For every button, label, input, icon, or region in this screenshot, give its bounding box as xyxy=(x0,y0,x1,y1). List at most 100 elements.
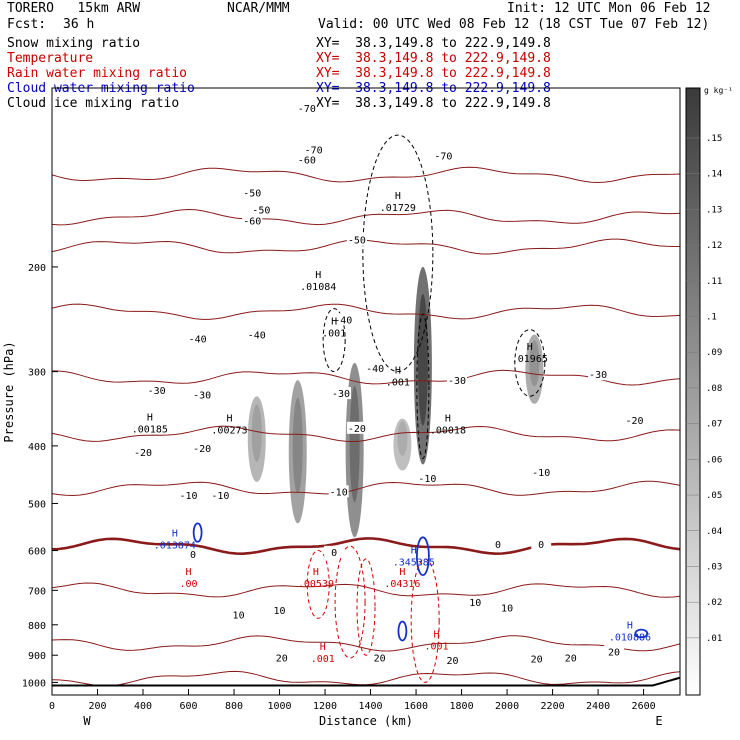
temperature-label: -10 xyxy=(211,491,229,502)
temperature-label-bg xyxy=(526,652,547,665)
y-tick-label: 300 xyxy=(28,368,46,379)
colorbar-tick-label: .01 xyxy=(706,634,722,644)
valid-label: Valid: 00 UTC Wed 08 Feb 12 (18 CST Tue … xyxy=(318,17,710,32)
temperature-label-bg xyxy=(465,596,486,609)
max-value: .013874 xyxy=(154,540,196,551)
snow-core xyxy=(292,397,303,494)
snow-core xyxy=(251,404,262,462)
temperature-label-bg xyxy=(228,608,249,621)
max-value: .00018 xyxy=(430,426,466,437)
cloud-water-contour xyxy=(415,536,430,577)
max-marker-h: H xyxy=(315,270,321,281)
temperature-label-bg xyxy=(346,421,367,434)
x-tick-label: 200 xyxy=(88,701,106,712)
x-tick-label: 600 xyxy=(179,701,197,712)
cloud-ice-contour xyxy=(514,329,546,397)
temperature-label-bg xyxy=(333,313,354,326)
field-name-cloud-water: Cloud water mixing ratio xyxy=(7,81,195,96)
temperature-label-bg xyxy=(271,651,292,664)
temperature-label-bg xyxy=(433,149,454,162)
temperature-label: 10 xyxy=(274,606,286,617)
temperature-label-bg xyxy=(296,153,317,166)
max-value: .00273 xyxy=(211,426,247,437)
rain-contour xyxy=(306,550,330,619)
temperature-label-bg xyxy=(303,143,324,156)
max-marker-h: H xyxy=(395,191,401,202)
temperature-label-bg xyxy=(417,471,438,484)
colorbar xyxy=(685,87,701,696)
temperature-label-bg xyxy=(531,466,552,479)
temperature-label-bg xyxy=(560,651,581,664)
colorbar-tick-label: .07 xyxy=(706,420,722,430)
temperature-label: 20 xyxy=(446,656,458,667)
max-marker-h: H xyxy=(186,567,192,578)
max-value: .04316 xyxy=(384,579,420,590)
x-tick-label: 400 xyxy=(134,701,152,712)
y-axis-label: Pressure (hPa) xyxy=(2,341,16,442)
field-range-temperature: XY= 38.3,149.8 to 222.9,149.8 xyxy=(316,51,551,66)
y-tick-label: 500 xyxy=(28,499,46,510)
temperature-label: 0 xyxy=(331,548,337,559)
temperature-contour xyxy=(52,303,680,320)
temperature-label: -30 xyxy=(448,376,466,387)
rain-contour xyxy=(334,545,366,659)
y-tick-label: 1000 xyxy=(22,678,46,689)
max-marker-h: H xyxy=(147,412,153,423)
temperature-label-bg xyxy=(497,601,518,614)
temperature-label-bg xyxy=(624,414,645,427)
max-marker-h: H xyxy=(172,528,178,539)
max-value: .01965 xyxy=(512,354,548,365)
y-tick-label: 400 xyxy=(28,442,46,453)
temperature-label-bg xyxy=(296,101,317,114)
temperature-label: 20 xyxy=(531,655,543,666)
colorbar-tick-label: .11 xyxy=(706,277,722,287)
temperature-label: -40 xyxy=(366,364,384,375)
plot-frame xyxy=(51,87,681,696)
temperature-label: 10 xyxy=(233,610,245,621)
cloud-water-contour xyxy=(397,620,408,642)
colorbar-tick-label: .06 xyxy=(706,455,722,465)
temperature-label-bg xyxy=(330,387,351,400)
temperature-label: 10 xyxy=(469,598,481,609)
temperature-label: -10 xyxy=(418,474,436,485)
temperature-label: 0 xyxy=(495,540,501,551)
temperature-label-bg xyxy=(192,388,213,401)
x-tick-label: 2400 xyxy=(586,701,610,712)
temperature-label: 20 xyxy=(608,647,620,658)
temperature-label-bg xyxy=(588,368,609,381)
max-value: .001 xyxy=(424,641,448,652)
y-tick-label: 600 xyxy=(28,547,46,558)
temperature-label: -60 xyxy=(243,216,261,227)
temperature-label-bg xyxy=(242,186,263,199)
field-name-rain: Rain water mixing ratio xyxy=(7,66,188,81)
temperature-label-bg xyxy=(269,604,290,617)
field-name-cloud-ice: Cloud ice mixing ratio xyxy=(7,96,180,111)
terrain-line xyxy=(52,676,680,687)
field-range-cloud-ice: XY= 38.3,149.8 to 222.9,149.8 xyxy=(316,96,551,111)
east-label: E xyxy=(655,714,662,728)
temperature-label-bg xyxy=(183,547,204,560)
temperature-label: -10 xyxy=(179,491,197,502)
x-tick-label: 2200 xyxy=(541,701,565,712)
temperature-contour xyxy=(52,635,680,652)
temperature-label: -40 xyxy=(189,335,207,346)
temperature-label: -20 xyxy=(193,444,211,455)
max-marker-h: H xyxy=(411,546,417,557)
temperature-contour xyxy=(52,480,680,497)
temperature-label-bg xyxy=(487,538,508,551)
temperature-label: -30 xyxy=(332,389,350,400)
temperature-label: -30 xyxy=(148,386,166,397)
temperature-label: -40 xyxy=(248,331,266,342)
x-tick-label: 1800 xyxy=(450,701,474,712)
temperature-label: -40 xyxy=(334,315,352,326)
temperature-label-bg xyxy=(146,383,167,396)
max-value: .00 xyxy=(179,579,197,590)
temperature-label-bg xyxy=(192,441,213,454)
temperature-label: -70 xyxy=(298,104,316,115)
x-tick-label: 1200 xyxy=(313,701,337,712)
cloud-ice-contour xyxy=(362,134,434,373)
x-tick-label: 2600 xyxy=(632,701,656,712)
field-range-snow: XY= 38.3,149.8 to 222.9,149.8 xyxy=(316,36,551,51)
max-marker-h: H xyxy=(399,567,405,578)
temperature-label: -30 xyxy=(193,391,211,402)
